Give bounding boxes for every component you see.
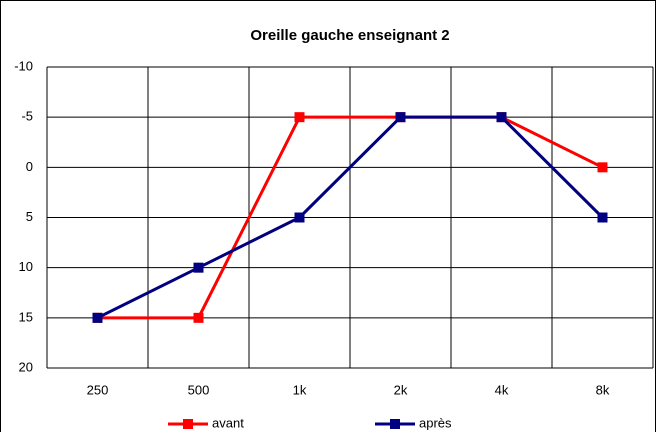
y-tick-label: -5 <box>21 109 33 124</box>
data-point <box>193 262 204 273</box>
data-point <box>496 112 507 123</box>
series-line <box>96 115 604 320</box>
legend-label: avant <box>212 415 244 430</box>
data-point <box>294 212 305 223</box>
data-point <box>395 112 406 123</box>
x-tick-label: 4k <box>495 382 509 397</box>
data-point <box>92 312 103 323</box>
y-tick-label: 20 <box>19 359 33 374</box>
y-tick-label: -10 <box>14 58 33 73</box>
x-tick-label: 8k <box>596 382 610 397</box>
y-tick-label: 5 <box>26 209 33 224</box>
y-tick-label: 10 <box>19 259 33 274</box>
data-point <box>294 112 305 123</box>
chart-title: Oreille gauche enseignant 2 <box>250 27 449 44</box>
legend-label: après <box>419 415 452 430</box>
x-tick-label: 1k <box>293 382 307 397</box>
data-point <box>597 162 608 173</box>
series-line <box>97 115 604 320</box>
x-tick-label: 250 <box>87 382 109 397</box>
y-tick-label: 0 <box>26 159 33 174</box>
data-point <box>597 212 608 223</box>
data-point <box>193 312 204 323</box>
legend-marker <box>390 419 400 429</box>
x-tick-label: 2k <box>394 382 408 397</box>
legend-marker <box>183 419 193 429</box>
y-tick-label: 15 <box>19 309 33 324</box>
x-tick-label: 500 <box>188 382 210 397</box>
